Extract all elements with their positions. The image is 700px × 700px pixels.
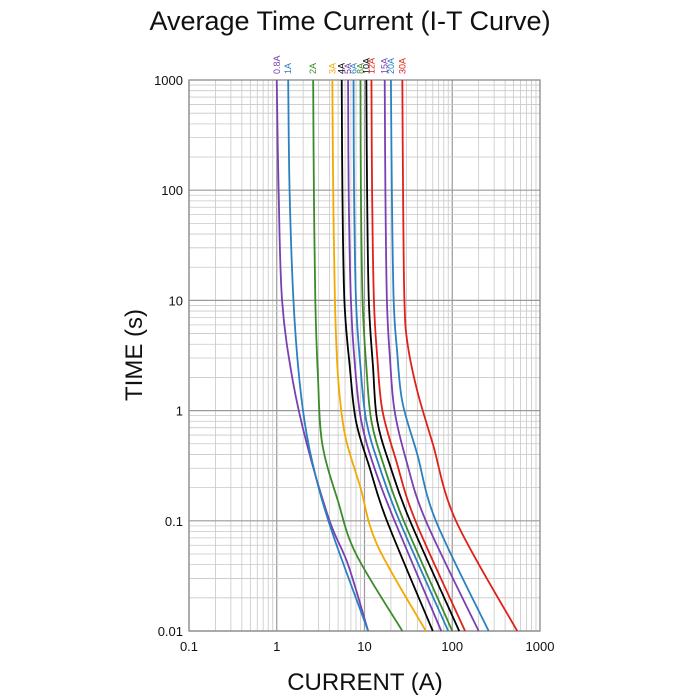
series-label-20a: 20A [386,58,396,74]
x-tick-label: 1000 [526,639,555,654]
series-line-2a [312,79,404,632]
y-tick-label: 0.01 [158,624,183,639]
x-axis-title: CURRENT (A) [287,669,443,696]
series-line-10a [365,79,461,632]
x-tick-label: 100 [441,639,463,654]
series-line-12a [370,79,466,632]
series-group [275,79,519,632]
series-line-8a [359,79,454,632]
series-label-4a: 4A [337,63,347,74]
chart-title: Average Time Current (I-T Curve) [149,6,550,36]
y-tick-label: 1000 [154,73,183,88]
series-line-0-8a [275,79,369,632]
series-line-3a [331,79,427,632]
series-line-5a [347,79,443,632]
y-tick-label: 10 [169,293,183,308]
y-axis-title: TIME (s) [121,309,148,401]
series-label-2a: 2A [308,63,318,74]
series-label-0-8a: 0.8A [272,55,282,74]
y-tick-label: 1 [176,404,183,419]
series-label-5a: 5A [343,63,353,74]
series-line-6a [352,79,450,632]
series-label-12a: 12A [366,58,376,74]
series-label-8a: 8A [356,63,366,74]
series-line-20a [390,79,490,632]
plot-frame [188,79,541,632]
y-tick-label: 100 [161,183,183,198]
series-label-10a: 10A [361,58,371,74]
series-line-1a [287,79,369,632]
series-label-30a: 30A [397,58,407,74]
series-label-3a: 3A [327,63,337,74]
x-tick-label: 0.1 [180,639,198,654]
series-label-6a: 6A [349,63,359,74]
x-tick-label: 10 [357,639,371,654]
series-line-4a [340,79,434,632]
x-tick-label: 1 [273,639,280,654]
y-tick-label: 0.1 [165,514,183,529]
series-label-15a: 15A [380,58,390,74]
grid [188,80,540,632]
series-line-15a [383,79,480,632]
series-label-1a: 1A [283,63,293,74]
series-line-30a [401,79,519,632]
